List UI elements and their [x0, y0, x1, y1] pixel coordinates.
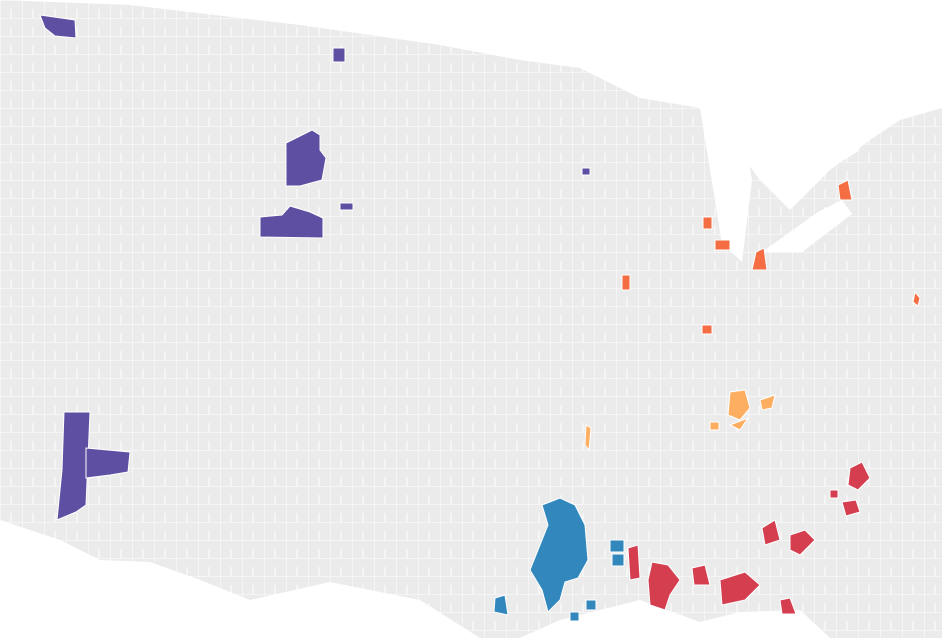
highlight-group [493, 497, 625, 622]
highlight-group [39, 14, 591, 521]
county [847, 461, 871, 491]
county [789, 529, 816, 556]
county [627, 544, 641, 581]
county [584, 424, 592, 452]
county [609, 539, 625, 553]
county [285, 129, 327, 187]
county [701, 324, 713, 335]
county [339, 202, 354, 211]
county [691, 564, 711, 586]
county [332, 47, 346, 63]
county [727, 389, 751, 421]
county [751, 247, 768, 271]
highlight-group [627, 461, 871, 615]
lake [780, 120, 860, 175]
highlight-group [584, 389, 776, 452]
county [611, 553, 625, 567]
county [709, 421, 720, 431]
county [759, 394, 776, 411]
county [581, 167, 591, 176]
lake [700, 108, 752, 262]
county [39, 14, 77, 39]
lake [762, 200, 852, 252]
county [761, 519, 781, 546]
county [719, 571, 761, 606]
county [529, 497, 589, 613]
county [85, 447, 131, 479]
county [647, 561, 681, 611]
county [493, 594, 509, 616]
highlight-group [621, 179, 921, 335]
county [912, 290, 921, 307]
county [585, 599, 597, 611]
county [714, 239, 731, 251]
county [779, 597, 797, 615]
county [621, 274, 631, 291]
county [569, 611, 580, 622]
county [829, 489, 839, 499]
county [259, 205, 324, 239]
county [702, 216, 713, 230]
county [841, 499, 861, 517]
county [728, 416, 750, 431]
county [56, 411, 91, 521]
county [837, 179, 853, 201]
